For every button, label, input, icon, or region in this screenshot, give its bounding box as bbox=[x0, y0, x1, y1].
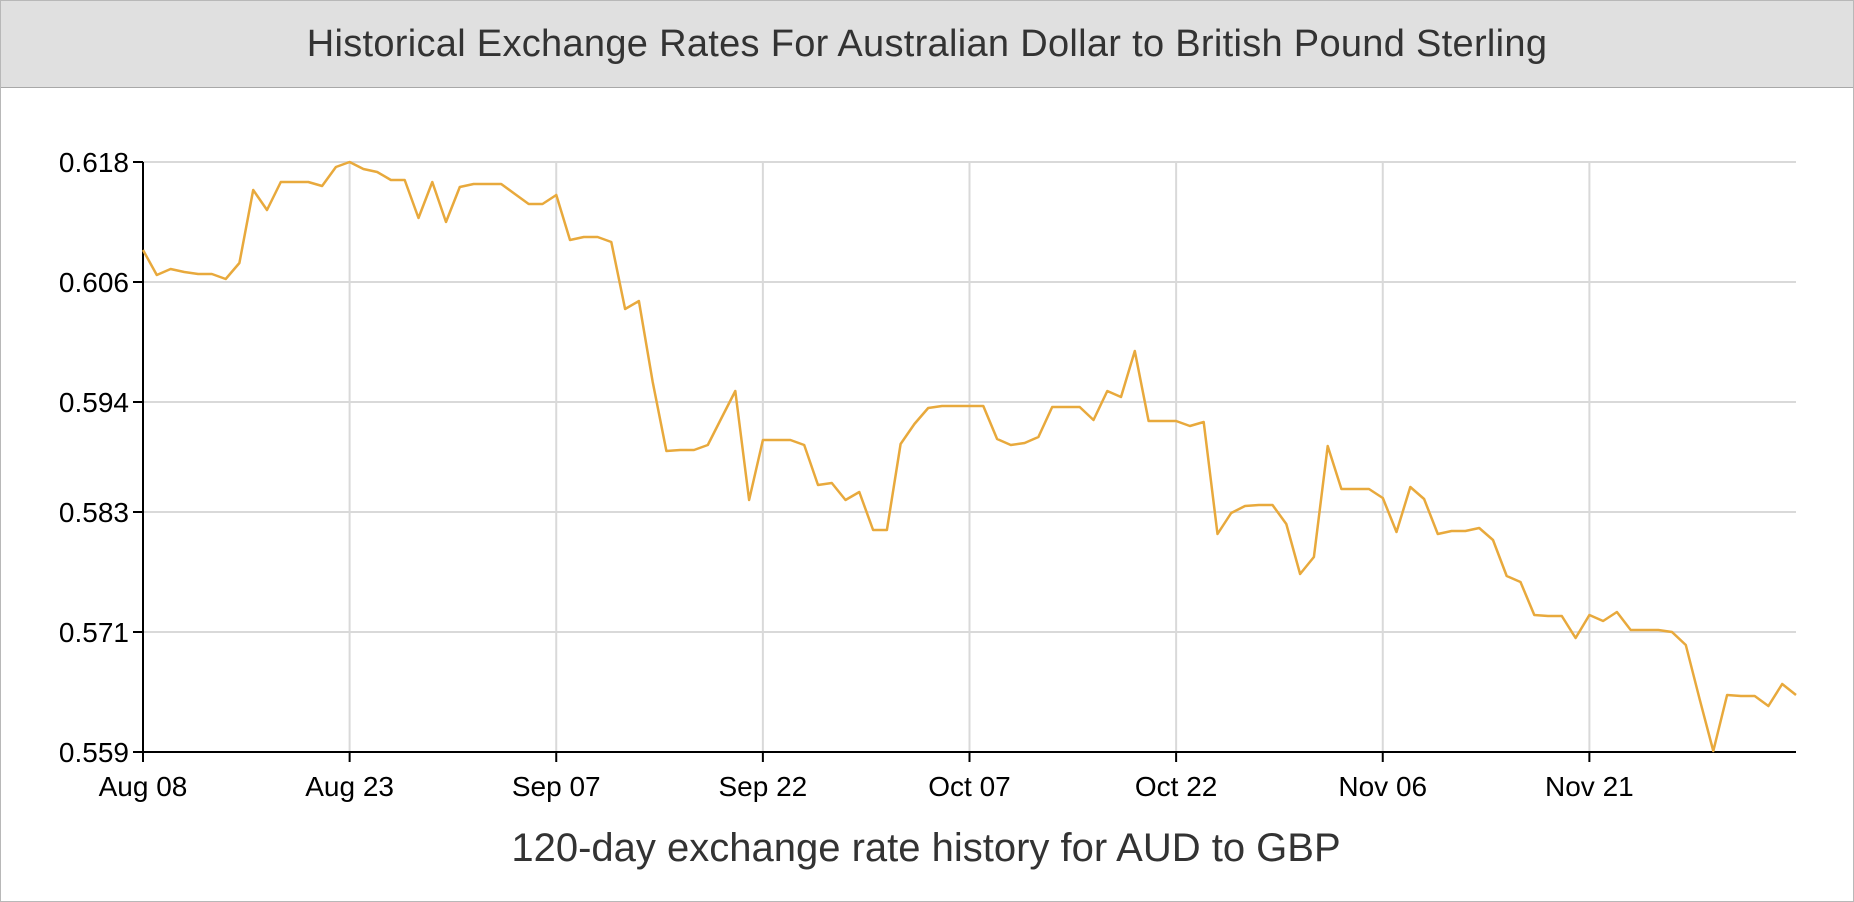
y-tick-label: 0.559 bbox=[59, 737, 129, 768]
y-tick-label: 0.618 bbox=[59, 147, 129, 178]
x-tick-label: Sep 22 bbox=[719, 771, 808, 802]
x-tick-label: Oct 22 bbox=[1135, 771, 1217, 802]
series-layer bbox=[141, 160, 1797, 753]
x-tick-label: Aug 23 bbox=[305, 771, 394, 802]
x-tick-label: Nov 06 bbox=[1338, 771, 1427, 802]
chart-title: Historical Exchange Rates For Australian… bbox=[306, 22, 1548, 65]
x-axis-caption: 120-day exchange rate history for AUD to… bbox=[511, 826, 1341, 870]
gridlines bbox=[143, 161, 1796, 753]
x-tick-label: Oct 07 bbox=[928, 771, 1010, 802]
y-tick-label: 0.583 bbox=[59, 497, 129, 528]
series-points bbox=[142, 161, 1797, 752]
x-tick-label: Nov 21 bbox=[1545, 771, 1634, 802]
header-bar: Historical Exchange Rates For Australian… bbox=[1, 1, 1853, 88]
y-tick-label: 0.594 bbox=[59, 387, 129, 418]
x-tick-label: Aug 08 bbox=[99, 771, 188, 802]
y-tick-label: 0.606 bbox=[59, 267, 129, 298]
x-tick-label: Sep 07 bbox=[512, 771, 601, 802]
y-tick-label: 0.571 bbox=[59, 617, 129, 648]
axes bbox=[133, 161, 1796, 762]
